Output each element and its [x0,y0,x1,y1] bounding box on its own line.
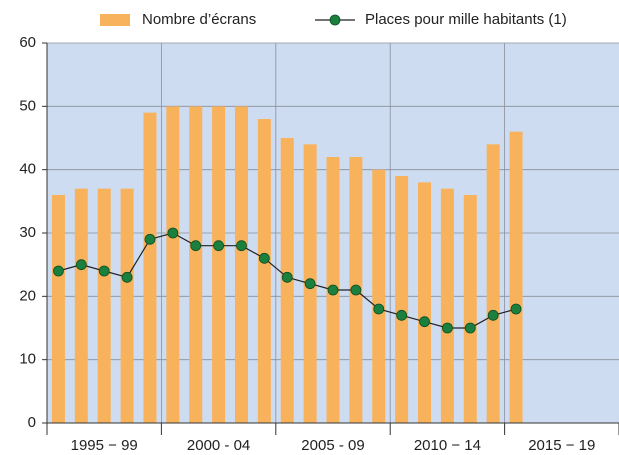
point [236,240,247,252]
bar [120,188,134,423]
point [327,284,339,296]
bar [486,144,500,424]
point [464,322,476,334]
point [281,271,293,283]
legend-label: Nombre d’écrans [142,11,256,28]
y-tick-label: 40 [19,161,36,178]
bar [418,182,432,423]
point [167,227,179,239]
legend-label: Places pour mille habitants (1) [365,11,567,28]
x-group-label: 2010 − 14 [414,437,481,454]
bar [372,169,386,423]
bar [212,106,226,423]
point [350,284,362,296]
bar [74,188,88,423]
x-group-label: 2005 - 09 [301,437,364,454]
y-tick-label: 30 [19,224,36,241]
point [396,309,408,321]
legend-marker [329,14,341,26]
bar [234,106,248,423]
bar [143,112,157,424]
point [304,278,316,290]
bar [166,106,180,423]
point [487,309,499,321]
point [510,303,522,315]
bar [97,188,111,423]
point [213,240,225,252]
bar [440,188,454,423]
point [75,259,87,271]
bar [51,195,65,423]
point [441,322,453,334]
y-tick-label: 0 [28,414,36,431]
point [190,240,202,252]
y-tick-label: 20 [19,287,36,304]
point [121,271,133,283]
y-tick-label: 50 [19,97,36,114]
point [98,265,110,277]
bar [509,131,523,423]
x-group-label: 1995 − 99 [71,437,138,454]
y-tick-label: 60 [19,34,36,51]
bar [257,119,271,423]
y-tick-label: 10 [19,351,36,368]
bar [189,106,203,423]
legend-swatch [100,14,130,26]
bar [463,195,477,423]
point [419,316,430,328]
point [144,233,156,245]
x-group-label: 2000 - 04 [187,437,250,454]
point [373,303,385,315]
bar [395,176,409,423]
point [258,252,270,264]
x-group-label: 2015 − 19 [528,437,595,454]
point [53,265,64,277]
